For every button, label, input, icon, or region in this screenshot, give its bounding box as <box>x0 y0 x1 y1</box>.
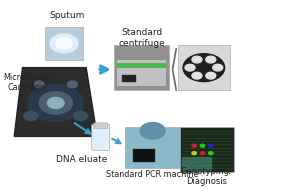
Text: Genotyping/
Diagnosis: Genotyping/ Diagnosis <box>181 167 233 186</box>
FancyBboxPatch shape <box>122 75 136 82</box>
Circle shape <box>140 122 165 139</box>
Circle shape <box>183 54 225 82</box>
Circle shape <box>47 97 64 108</box>
Text: Microfluidic
Cartridge: Microfluidic Cartridge <box>3 73 50 92</box>
Circle shape <box>192 152 197 155</box>
Circle shape <box>213 64 223 71</box>
FancyBboxPatch shape <box>180 127 234 172</box>
FancyBboxPatch shape <box>117 63 166 68</box>
Text: Standard PCR machine: Standard PCR machine <box>106 170 199 179</box>
Text: Standard
centrifuge: Standard centrifuge <box>118 28 165 48</box>
FancyBboxPatch shape <box>182 157 212 172</box>
Text: Sputum: Sputum <box>49 11 84 20</box>
FancyBboxPatch shape <box>177 45 230 90</box>
Circle shape <box>206 72 216 79</box>
Circle shape <box>192 56 202 63</box>
Text: DNA eluate: DNA eluate <box>56 155 108 164</box>
Circle shape <box>185 64 195 71</box>
Circle shape <box>209 152 213 155</box>
Circle shape <box>56 38 72 49</box>
Polygon shape <box>14 68 97 136</box>
FancyBboxPatch shape <box>125 127 180 168</box>
FancyBboxPatch shape <box>114 45 169 90</box>
Circle shape <box>24 111 38 121</box>
FancyBboxPatch shape <box>92 124 110 150</box>
Circle shape <box>28 84 84 122</box>
FancyBboxPatch shape <box>133 149 155 162</box>
FancyBboxPatch shape <box>45 27 84 60</box>
FancyBboxPatch shape <box>94 123 108 129</box>
Circle shape <box>74 111 88 121</box>
Circle shape <box>39 92 72 114</box>
Circle shape <box>206 56 216 63</box>
Circle shape <box>192 144 197 147</box>
Circle shape <box>67 81 77 88</box>
FancyBboxPatch shape <box>117 60 166 86</box>
Circle shape <box>209 144 213 147</box>
Circle shape <box>200 152 205 155</box>
Circle shape <box>34 81 44 88</box>
Circle shape <box>200 144 205 147</box>
Circle shape <box>192 72 202 79</box>
Circle shape <box>50 34 78 53</box>
